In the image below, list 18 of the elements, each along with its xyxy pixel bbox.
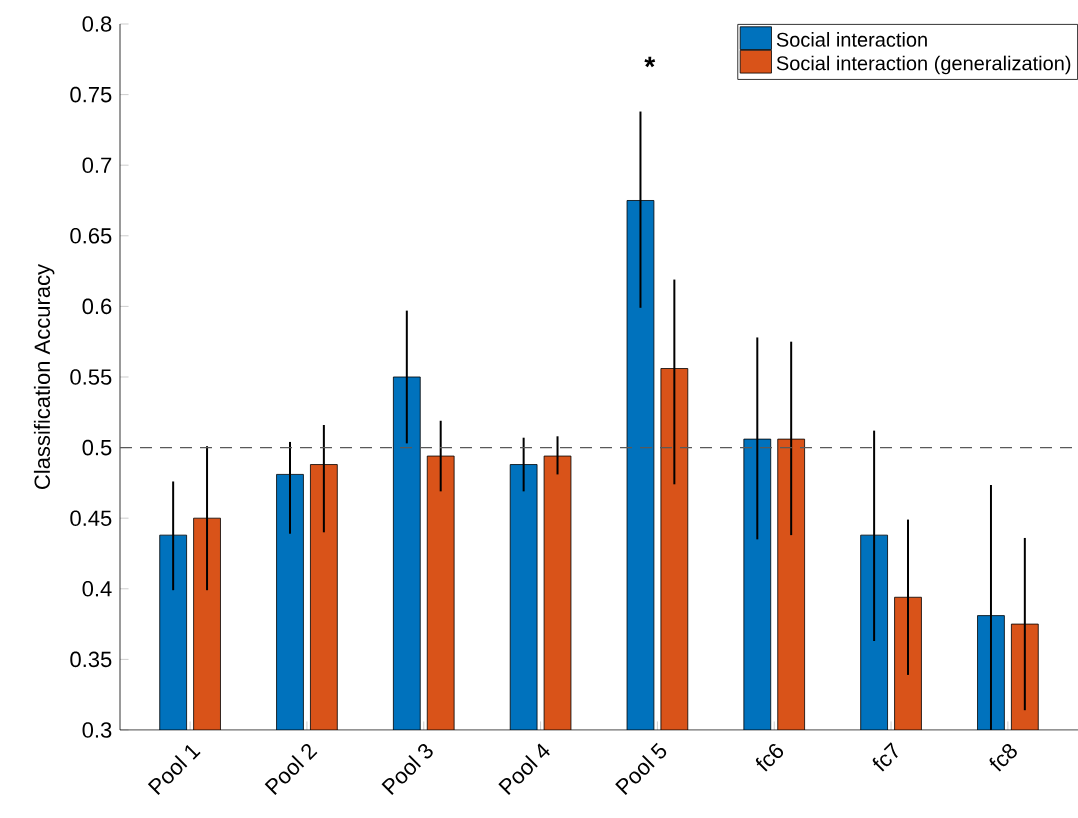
y-tick-label: 0.8 bbox=[82, 16, 112, 32]
x-tick-label: fc8 bbox=[989, 743, 1017, 772]
y-tick-label: 0.5 bbox=[82, 439, 112, 456]
y-tick-label: 0.45 bbox=[70, 510, 112, 526]
y-tick-label: 0.7 bbox=[82, 157, 112, 173]
annotation: * bbox=[644, 56, 656, 68]
y-tick-label: 0.4 bbox=[82, 581, 112, 597]
y-axis-title: Classification Accuracy bbox=[33, 264, 55, 489]
x-tick-label: fc7 bbox=[872, 742, 898, 772]
y-tick-label: 0.55 bbox=[70, 369, 112, 385]
y-tick-label: 0.35 bbox=[70, 651, 112, 668]
y-tick-label: 0.65 bbox=[70, 228, 112, 244]
legend-label: Social interaction bbox=[776, 32, 927, 47]
x-tick-label: fc6 bbox=[755, 743, 784, 772]
legend-label: Social interaction (generalization) bbox=[776, 55, 1071, 75]
y-tick-label: 0.75 bbox=[70, 86, 112, 103]
y-tick-label: 0.3 bbox=[82, 722, 112, 738]
y-tick-label: 0.6 bbox=[82, 298, 112, 315]
